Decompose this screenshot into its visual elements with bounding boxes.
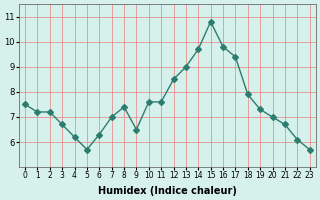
X-axis label: Humidex (Indice chaleur): Humidex (Indice chaleur) — [98, 186, 237, 196]
